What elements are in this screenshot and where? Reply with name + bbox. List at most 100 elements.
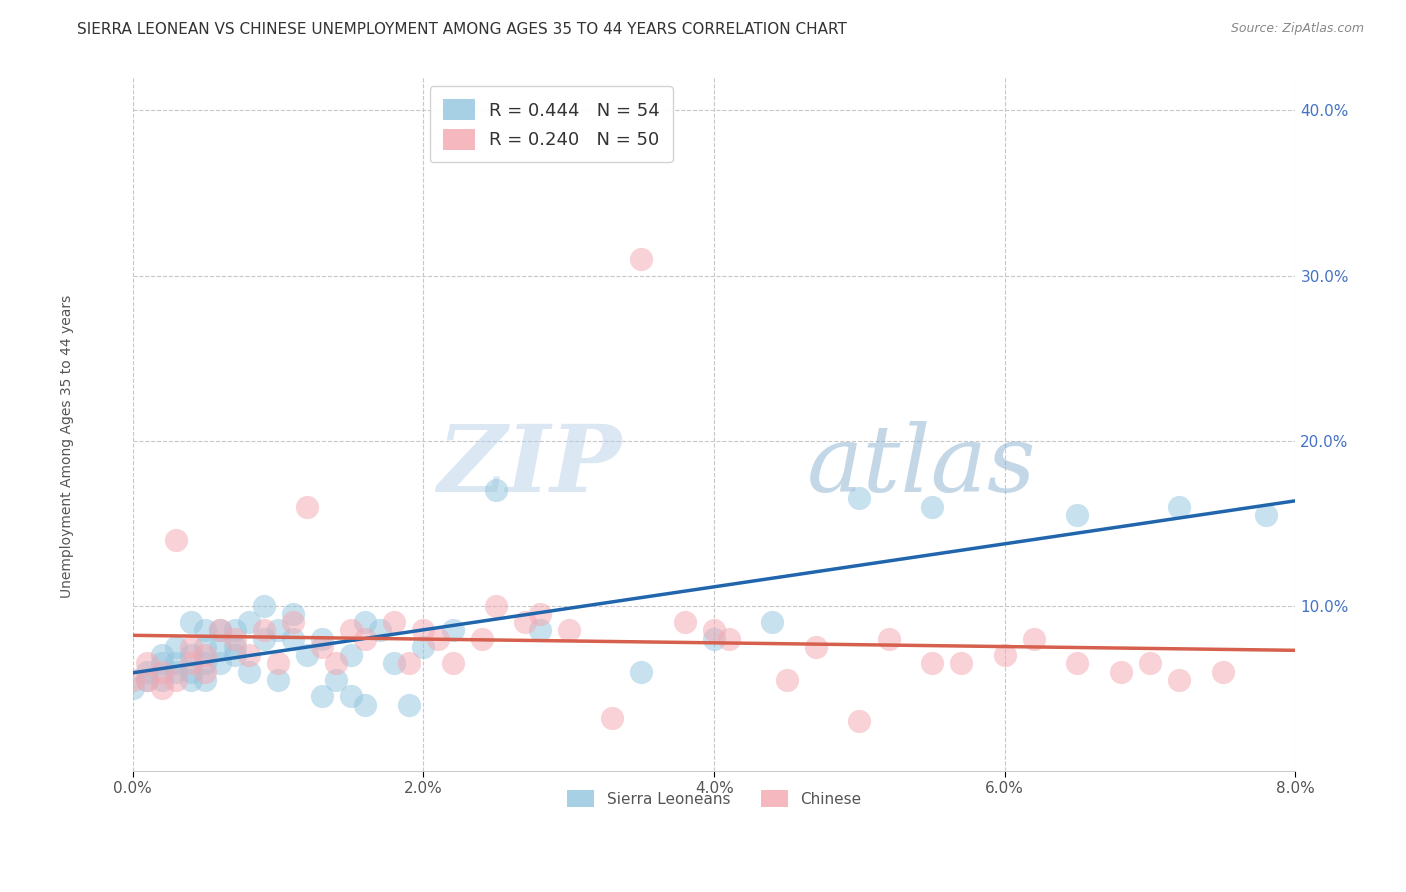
Text: Unemployment Among Ages 35 to 44 years: Unemployment Among Ages 35 to 44 years — [60, 294, 75, 598]
Point — [717, 632, 740, 646]
Point — [180, 657, 202, 671]
Point — [165, 673, 187, 687]
Point — [208, 624, 231, 638]
Point — [136, 657, 159, 671]
Point — [150, 648, 173, 662]
Point — [921, 500, 943, 514]
Point — [165, 533, 187, 547]
Text: Source: ZipAtlas.com: Source: ZipAtlas.com — [1230, 22, 1364, 36]
Point — [384, 657, 406, 671]
Point — [180, 673, 202, 687]
Point — [311, 632, 333, 646]
Point — [224, 640, 246, 654]
Point — [485, 599, 508, 613]
Point — [368, 624, 391, 638]
Point — [1066, 657, 1088, 671]
Point — [252, 632, 274, 646]
Point — [950, 657, 973, 671]
Point — [180, 615, 202, 629]
Point — [471, 632, 494, 646]
Point — [224, 632, 246, 646]
Point — [150, 665, 173, 679]
Point — [703, 624, 725, 638]
Point — [165, 640, 187, 654]
Point — [165, 657, 187, 671]
Point — [311, 640, 333, 654]
Point — [1168, 673, 1191, 687]
Point — [180, 640, 202, 654]
Point — [441, 657, 464, 671]
Point — [1256, 508, 1278, 522]
Point — [339, 648, 361, 662]
Point — [267, 673, 290, 687]
Point — [848, 491, 870, 506]
Point — [281, 615, 304, 629]
Point — [150, 657, 173, 671]
Point — [180, 665, 202, 679]
Point — [398, 657, 420, 671]
Point — [1168, 500, 1191, 514]
Point — [224, 648, 246, 662]
Point — [339, 624, 361, 638]
Legend: Sierra Leoneans, Chinese: Sierra Leoneans, Chinese — [560, 782, 869, 815]
Point — [877, 632, 900, 646]
Point — [1066, 508, 1088, 522]
Point — [848, 714, 870, 728]
Point — [136, 665, 159, 679]
Point — [180, 648, 202, 662]
Point — [412, 624, 434, 638]
Point — [921, 657, 943, 671]
Point — [384, 615, 406, 629]
Text: SIERRA LEONEAN VS CHINESE UNEMPLOYMENT AMONG AGES 35 TO 44 YEARS CORRELATION CHA: SIERRA LEONEAN VS CHINESE UNEMPLOYMENT A… — [77, 22, 848, 37]
Point — [194, 673, 217, 687]
Point — [281, 632, 304, 646]
Point — [165, 665, 187, 679]
Point — [761, 615, 783, 629]
Point — [602, 711, 624, 725]
Point — [150, 673, 173, 687]
Point — [238, 615, 260, 629]
Point — [224, 624, 246, 638]
Point — [136, 673, 159, 687]
Point — [558, 624, 581, 638]
Point — [121, 681, 143, 695]
Point — [412, 640, 434, 654]
Point — [194, 657, 217, 671]
Point — [325, 657, 347, 671]
Point — [281, 607, 304, 621]
Point — [311, 690, 333, 704]
Point — [427, 632, 450, 646]
Point — [703, 632, 725, 646]
Point — [804, 640, 827, 654]
Point — [1212, 665, 1234, 679]
Point — [208, 657, 231, 671]
Point — [398, 698, 420, 712]
Text: atlas: atlas — [807, 421, 1036, 510]
Point — [194, 665, 217, 679]
Point — [121, 673, 143, 687]
Point — [515, 615, 537, 629]
Point — [1139, 657, 1161, 671]
Point — [252, 599, 274, 613]
Point — [354, 698, 377, 712]
Point — [339, 690, 361, 704]
Point — [238, 665, 260, 679]
Point — [994, 648, 1017, 662]
Point — [252, 624, 274, 638]
Point — [238, 648, 260, 662]
Point — [354, 632, 377, 646]
Point — [673, 615, 696, 629]
Point — [325, 673, 347, 687]
Point — [150, 681, 173, 695]
Point — [208, 624, 231, 638]
Point — [776, 673, 799, 687]
Point — [295, 500, 318, 514]
Point — [630, 665, 652, 679]
Point — [208, 640, 231, 654]
Point — [1022, 632, 1045, 646]
Point — [267, 657, 290, 671]
Point — [136, 673, 159, 687]
Point — [295, 648, 318, 662]
Text: ZIP: ZIP — [437, 421, 621, 510]
Point — [1109, 665, 1132, 679]
